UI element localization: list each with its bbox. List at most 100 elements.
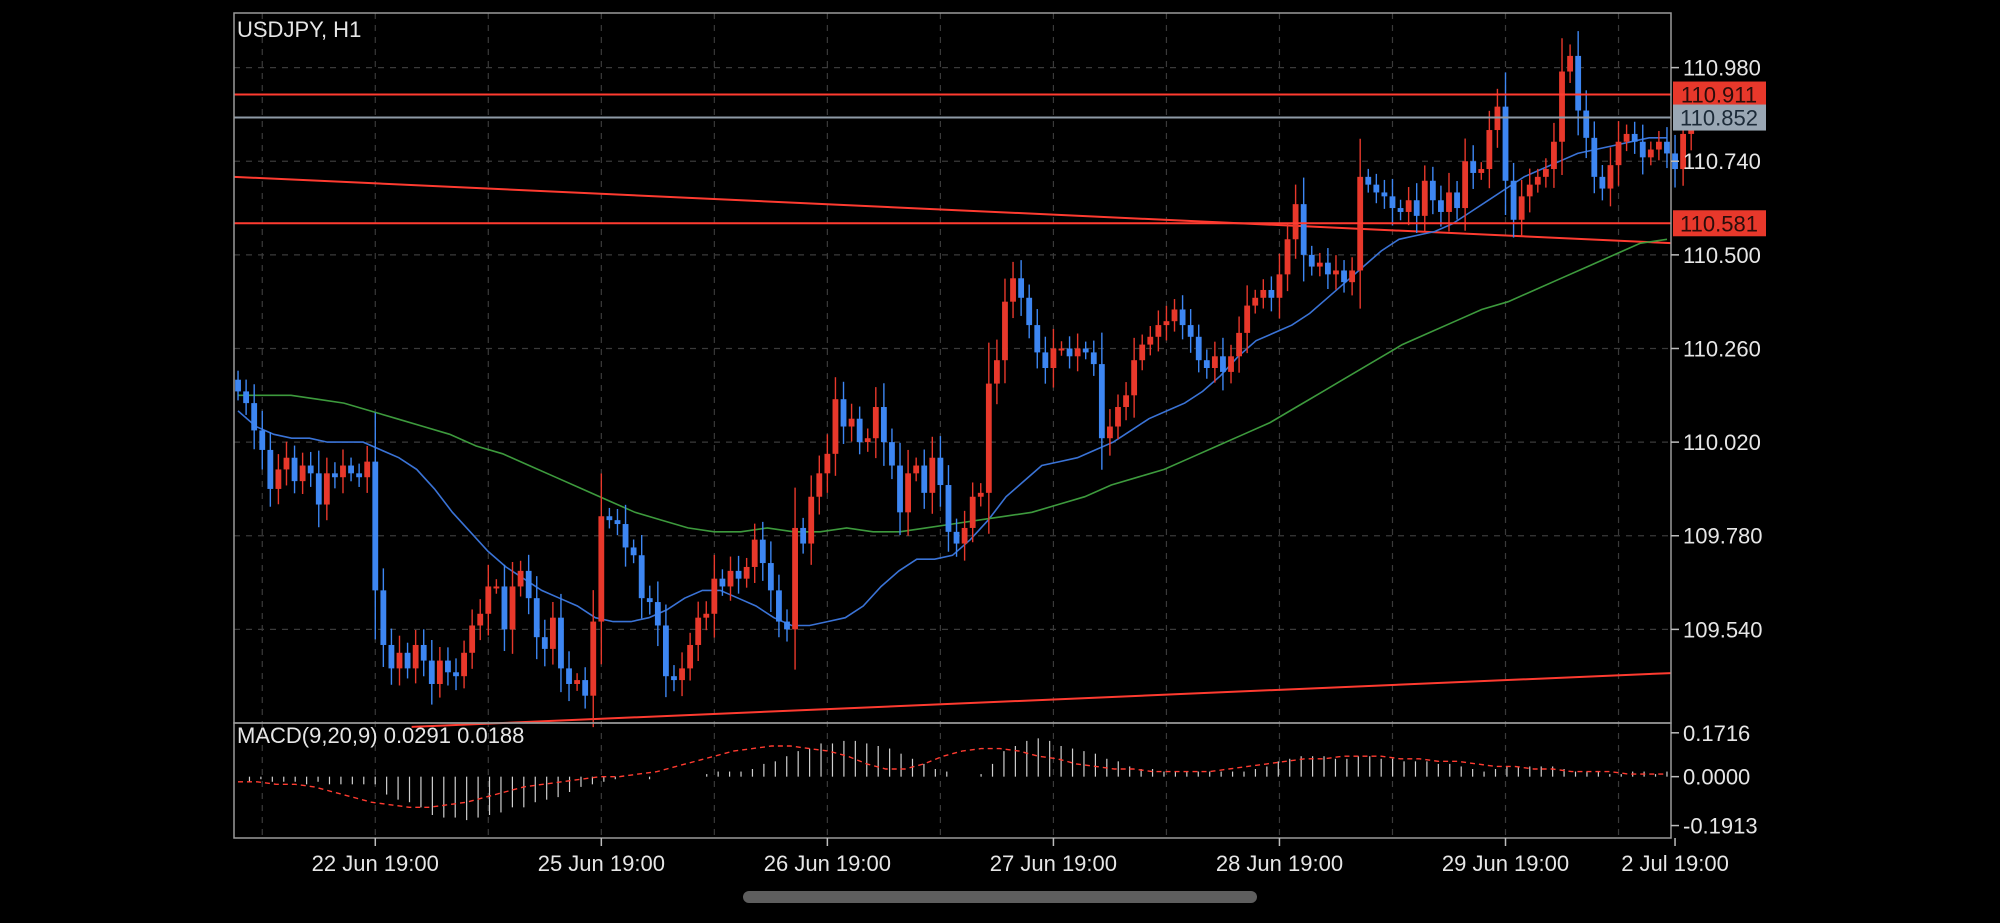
candle-body-83 [905,473,912,513]
candle-body-31 [485,586,492,614]
candle-12 [332,462,338,489]
candle-31 [485,564,492,636]
candle-body-90 [961,527,968,544]
candle-body-76 [848,418,855,427]
candle-body-157 [1502,106,1509,181]
candle-102 [1058,341,1065,356]
candle-132 [1300,177,1307,282]
candle-86 [929,436,936,514]
candle-body-91 [969,496,976,528]
candle-167 [1583,90,1590,159]
candle-155 [1486,110,1493,189]
candle-66 [767,541,774,613]
candle-body-87 [937,457,944,486]
candle-133 [1308,245,1315,276]
candle-body-29 [469,625,476,653]
candle-body-27 [453,672,459,677]
candle-body-145 [1405,200,1412,212]
candle-120 [1203,349,1210,379]
candle-48 [622,504,629,567]
candle-body-137 [1341,270,1347,283]
candle-body-144 [1397,208,1404,212]
candle-175 [1647,141,1654,166]
candle-41 [566,651,572,702]
macd-signal-line [238,745,1667,808]
candle-70 [800,517,807,554]
candle-67 [776,574,782,638]
candle-148 [1429,166,1436,215]
candle-124 [1236,316,1242,373]
candle-body-16 [364,461,371,478]
candle-body-75 [840,399,847,427]
candle-140 [1365,168,1372,193]
candle-body-59 [711,578,718,614]
candle-111 [1131,337,1138,418]
candle-body-128 [1268,289,1275,298]
candle-105 [1082,341,1089,360]
candle-body-111 [1131,360,1138,396]
candle-151 [1454,180,1460,220]
candle-43 [582,667,589,709]
candle-body-37 [533,598,540,638]
candle-body-60 [719,578,726,587]
candle-169 [1599,165,1606,201]
candle-body-141 [1373,184,1380,193]
candle-body-52 [654,602,661,626]
candle-body-41 [566,668,572,684]
candle-52 [654,581,661,647]
candle-91 [969,482,976,543]
candle-body-72 [816,473,823,497]
grid-lines [234,13,1671,838]
price-panel-border [233,12,1672,724]
candle-body-126 [1252,297,1259,306]
candle-33 [501,564,508,652]
candle-body-113 [1147,336,1154,345]
candle-body-42 [574,680,581,684]
hline-label-2: 110.581 [1680,211,1758,236]
candle-body-36 [525,570,532,599]
candle-body-103 [1066,348,1073,357]
candle-28 [461,640,467,689]
candle-body-122 [1220,356,1226,372]
candle-134 [1316,252,1323,277]
candle-73 [824,434,831,493]
hline-label-0: 110.911 [1681,83,1757,108]
candle-body-162 [1542,169,1549,177]
candle-body-174 [1639,141,1646,158]
candle-146 [1413,183,1420,233]
candle-body-63 [743,566,750,579]
candle-127 [1260,279,1267,309]
candle-126 [1252,289,1259,314]
candle-46 [606,507,613,529]
candle-122 [1220,337,1226,391]
candle-152 [1462,138,1469,231]
candle-body-92 [977,492,984,497]
candle-84 [913,457,920,482]
candle-body-13 [340,465,346,478]
candle-body-69 [792,527,798,630]
candle-body-73 [824,453,831,474]
candle-57 [695,601,702,662]
candle-body-88 [945,485,952,532]
candle-body-101 [1050,348,1057,368]
candle-168 [1591,121,1598,194]
candle-body-49 [630,547,637,556]
candle-4 [267,432,274,507]
candle-138 [1349,257,1356,296]
chart-scroll-handle[interactable] [743,891,1257,903]
candle-166 [1575,31,1582,136]
candle-body-110 [1123,395,1129,408]
candle-body-93 [985,383,992,493]
candle-69 [792,487,798,670]
candle-92 [977,483,984,507]
candle-74 [832,377,839,476]
moving-average-1 [238,238,1668,533]
candle-97 [1018,260,1025,316]
candle-body-119 [1195,336,1202,361]
time-label-0: 22 Jun 19:00 [312,851,439,876]
candle-54 [671,665,677,692]
candle-body-177 [1664,141,1670,154]
candle-21 [404,642,411,679]
